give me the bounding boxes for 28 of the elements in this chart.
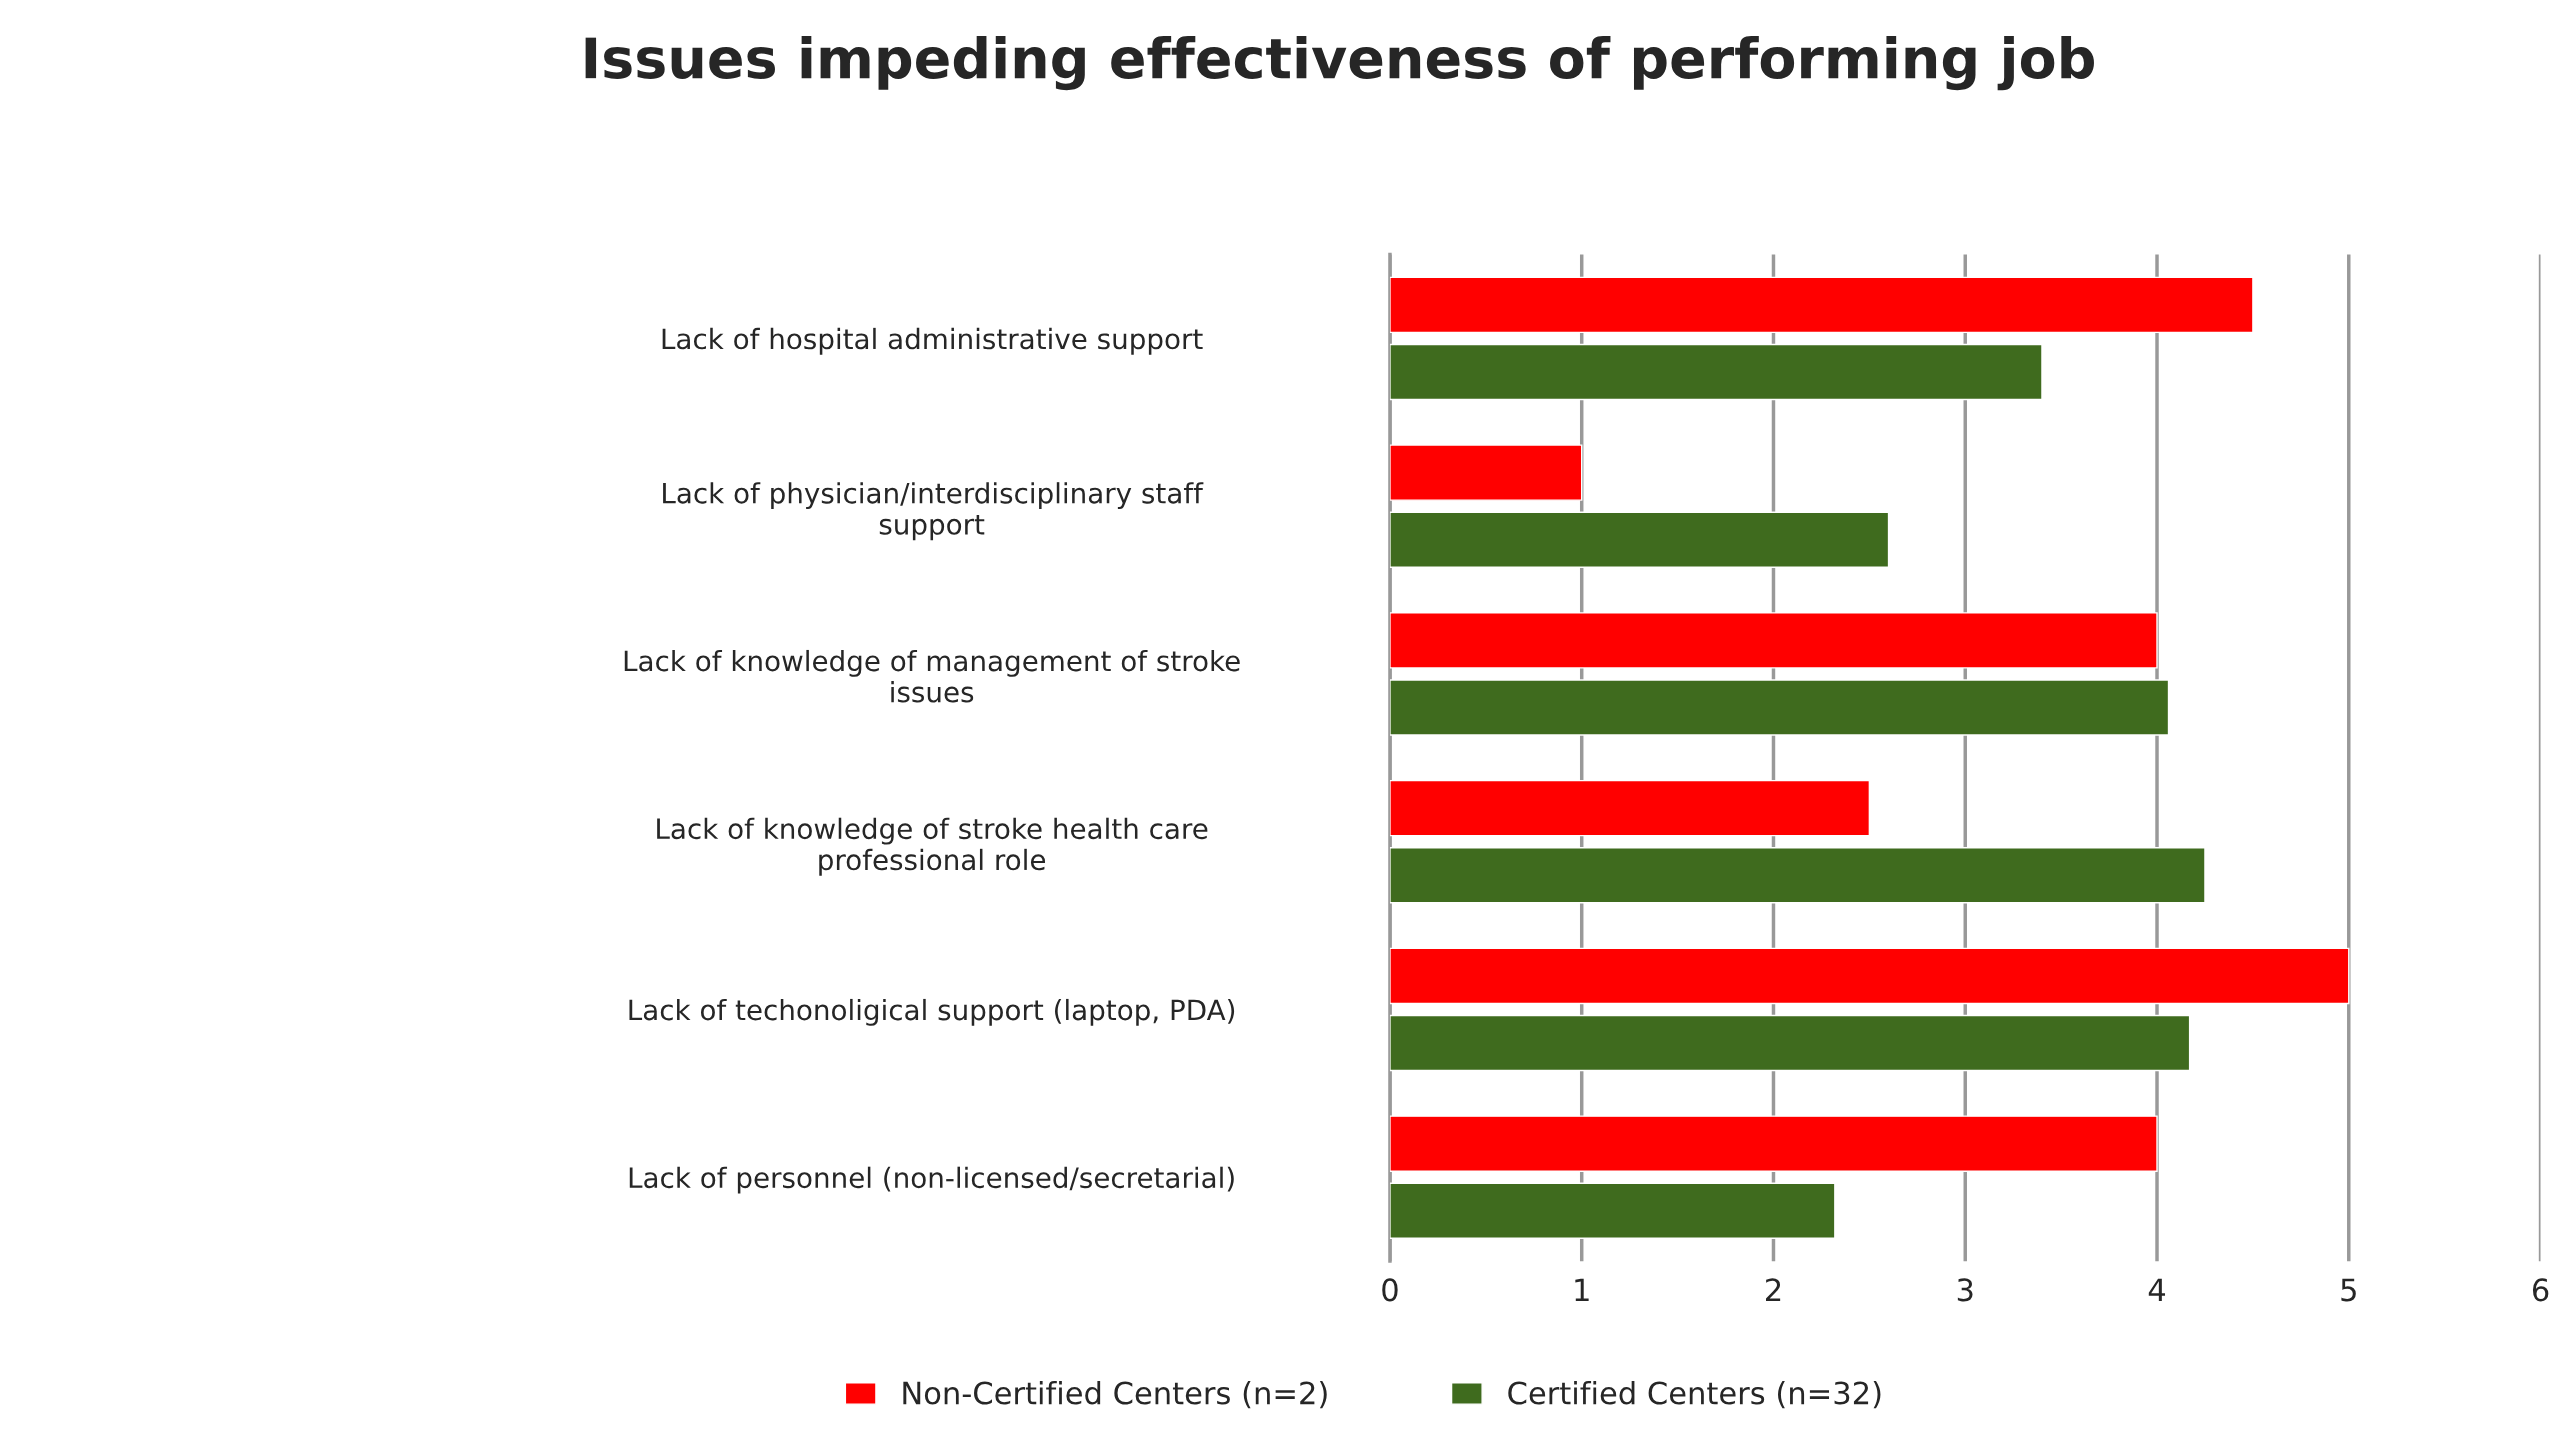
bar bbox=[1389, 847, 2206, 904]
legend-label: Certified Centers (n=32) bbox=[1508, 1380, 1881, 1409]
y-tick-label: Lack of hospital administrative support bbox=[662, 327, 1203, 355]
x-tick-label: 3 bbox=[1957, 1278, 1973, 1302]
bar bbox=[1389, 343, 2043, 401]
bar bbox=[1389, 1014, 2191, 1072]
y-tick-label: Lack of personnel (non-licensed/secretarial) bbox=[629, 1166, 1234, 1194]
bar bbox=[1389, 779, 1871, 837]
bar bbox=[1389, 511, 1890, 568]
y-tick-label: Lack of physician/interdisciplinary staff support bbox=[663, 482, 1204, 541]
x-tick-label: 5 bbox=[2341, 1278, 2356, 1302]
bar bbox=[1389, 1182, 1836, 1240]
bar bbox=[1389, 276, 2254, 334]
bar bbox=[1389, 947, 2350, 1005]
x-tick-label: 6 bbox=[2532, 1278, 2549, 1302]
y-tick-label: Lack of techonoligical support (laptop, PDA) bbox=[629, 998, 1235, 1026]
chart-title: Issues impeding effectiveness of performing job bbox=[585, 35, 2094, 91]
bar bbox=[1389, 612, 2158, 669]
bar bbox=[1389, 444, 1583, 501]
x-tick-label: 2 bbox=[1766, 1278, 1781, 1302]
x-tick-label: 1 bbox=[1575, 1278, 1589, 1302]
x-tick-label: 4 bbox=[2148, 1278, 2166, 1302]
y-tick-label: Lack of knowledge of stroke health care professional role bbox=[657, 817, 1208, 876]
legend-label: Non-Certified Centers (n=2) bbox=[903, 1380, 1327, 1409]
bar bbox=[1389, 1115, 2158, 1172]
bar bbox=[1389, 679, 2170, 736]
x-tick-label: 0 bbox=[1382, 1278, 1398, 1302]
y-tick-label: Lack of knowledge of management of stroke issues bbox=[624, 649, 1240, 703]
